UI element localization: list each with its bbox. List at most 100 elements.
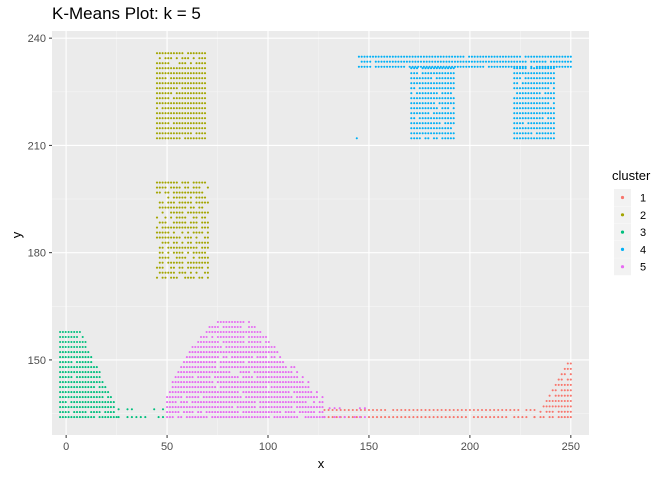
- data-point: [518, 117, 522, 120]
- data-point: [432, 102, 436, 105]
- data-point: [73, 351, 76, 354]
- data-point: [444, 77, 447, 80]
- data-point: [192, 231, 195, 234]
- data-point: [61, 406, 64, 409]
- data-point: [104, 391, 107, 394]
- data-point: [161, 72, 164, 75]
- data-point: [222, 351, 225, 354]
- data-point: [310, 396, 313, 399]
- data-point: [449, 132, 452, 135]
- data-point: [203, 97, 207, 100]
- data-point: [184, 216, 187, 219]
- data-point: [194, 366, 197, 369]
- data-point: [181, 196, 184, 199]
- data-point: [441, 82, 444, 85]
- data-point: [178, 236, 181, 239]
- data-point: [205, 376, 208, 379]
- data-point: [418, 92, 421, 95]
- data-point: [208, 386, 211, 389]
- data-point: [167, 102, 170, 105]
- data-point: [61, 335, 64, 339]
- data-point: [518, 60, 522, 63]
- data-point: [90, 376, 93, 379]
- data-point: [432, 408, 435, 412]
- data-point: [188, 391, 191, 394]
- data-point: [92, 411, 96, 414]
- data-point: [449, 112, 452, 115]
- data-point: [70, 386, 73, 389]
- data-point: [541, 132, 544, 135]
- data-point: [435, 97, 438, 100]
- data-point: [177, 386, 180, 389]
- data-point: [81, 371, 84, 374]
- data-point: [205, 330, 208, 334]
- data-point: [228, 411, 231, 414]
- data-point: [233, 416, 236, 419]
- data-point: [205, 371, 208, 374]
- data-point: [501, 55, 505, 58]
- data-point: [203, 112, 207, 115]
- data-point: [203, 241, 207, 244]
- data-point: [211, 391, 214, 394]
- data-point: [410, 82, 413, 85]
- data-point: [201, 221, 204, 224]
- data-point: [427, 72, 430, 75]
- data-point: [192, 206, 195, 209]
- data-point: [554, 383, 557, 386]
- data-point: [250, 351, 253, 354]
- data-point: [521, 97, 524, 100]
- data-point: [197, 381, 200, 384]
- data-point: [139, 416, 142, 419]
- data-point: [236, 320, 239, 324]
- data-point: [535, 87, 538, 90]
- data-point: [192, 92, 195, 95]
- legend-key-point: [620, 230, 625, 234]
- data-point: [487, 55, 490, 58]
- data-point: [87, 361, 90, 364]
- data-point: [189, 196, 192, 199]
- data-point: [516, 77, 519, 80]
- data-point: [198, 67, 201, 70]
- data-point: [264, 381, 268, 384]
- data-point: [416, 408, 419, 412]
- data-point: [164, 102, 167, 105]
- data-point: [391, 60, 394, 63]
- data-point: [363, 408, 366, 412]
- data-point: [205, 345, 208, 349]
- data-point: [449, 97, 452, 100]
- data-point: [78, 406, 81, 409]
- data-point: [203, 196, 207, 199]
- data-point: [185, 391, 188, 394]
- data-point: [201, 256, 204, 259]
- data-point: [211, 340, 214, 344]
- data-point: [177, 381, 180, 384]
- data-point: [436, 55, 440, 58]
- data-point: [493, 60, 496, 63]
- data-point: [447, 67, 450, 70]
- data-point: [428, 60, 431, 63]
- data-point: [304, 411, 307, 414]
- data-point: [421, 132, 424, 135]
- data-point: [296, 376, 299, 379]
- data-point: [202, 335, 205, 339]
- data-point: [427, 67, 430, 70]
- data-point: [366, 65, 369, 68]
- data-point: [170, 67, 173, 70]
- data-point: [424, 132, 427, 135]
- data-point: [219, 330, 222, 334]
- data-point: [561, 65, 564, 68]
- data-point: [524, 55, 527, 58]
- data-point: [184, 132, 187, 135]
- data-point: [175, 276, 178, 279]
- data-point: [521, 117, 524, 120]
- data-point: [178, 256, 181, 259]
- data-point: [281, 366, 285, 369]
- data-point: [228, 391, 231, 394]
- data-point: [410, 112, 413, 115]
- data-point: [202, 351, 205, 354]
- data-point: [459, 65, 462, 68]
- data-point: [95, 376, 98, 379]
- data-point: [418, 117, 421, 120]
- data-point: [78, 351, 81, 354]
- data-point: [415, 127, 419, 130]
